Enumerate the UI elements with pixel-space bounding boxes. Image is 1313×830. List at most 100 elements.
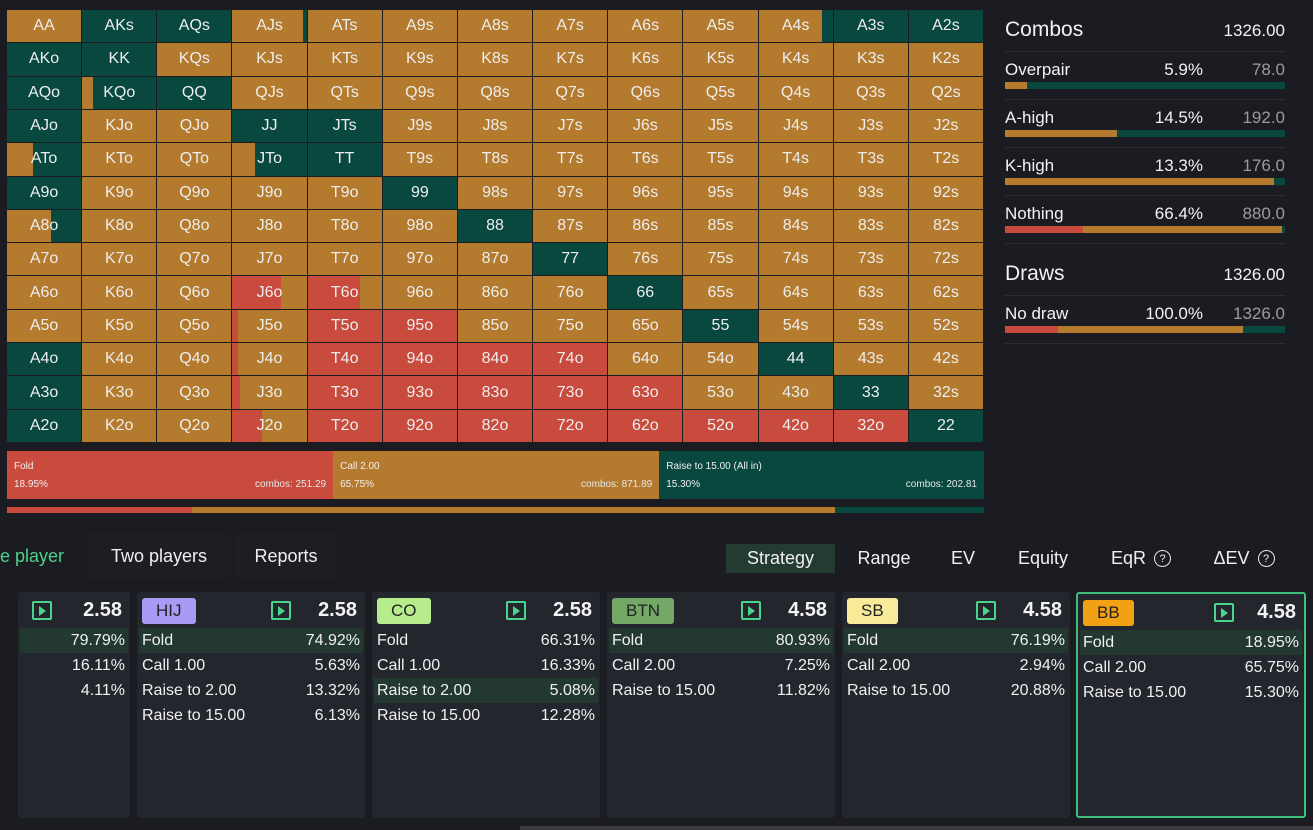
hand-cell[interactable]: K7s (533, 43, 608, 76)
hand-cell[interactable]: JTo (232, 143, 307, 176)
card-action-row[interactable]: Call 1.00 5.63% (139, 653, 363, 678)
hand-cell[interactable]: 43o (758, 376, 833, 409)
hand-cell[interactable]: QTs (307, 76, 382, 109)
hand-cell[interactable]: 98s (457, 176, 533, 209)
hand-cell[interactable]: A5s (683, 10, 758, 43)
hand-cell[interactable]: J4s (758, 109, 833, 143)
hand-cell[interactable]: 54s (758, 309, 833, 343)
hand-cell[interactable]: 77 (533, 243, 608, 276)
stat-row[interactable]: A-high 14.5% 192.0 (1005, 100, 1285, 148)
hand-cell[interactable]: A3o (7, 376, 82, 409)
hand-cell[interactable]: 55 (683, 309, 758, 343)
hand-cell[interactable]: T8o (307, 209, 382, 243)
hand-cell[interactable]: K6o (82, 276, 157, 309)
hand-cell[interactable]: 85o (457, 309, 533, 343)
hand-cell[interactable]: 87o (457, 243, 533, 276)
hand-cell[interactable]: 97o (382, 243, 457, 276)
hand-cell[interactable]: ATs (307, 10, 382, 43)
hand-cell[interactable]: 72o (533, 409, 608, 442)
hand-cell[interactable]: A6s (608, 10, 683, 43)
card-action-row[interactable]: Call 1.00 16.33% (374, 653, 598, 678)
card-action-row[interactable]: Call 2.00 65.75% (1080, 655, 1302, 680)
hand-cell[interactable]: 63o (608, 376, 683, 409)
hand-cell[interactable]: 84s (758, 209, 833, 243)
hand-cell[interactable]: 75o (533, 309, 608, 343)
hand-cell[interactable]: K7o (82, 243, 157, 276)
hand-cell[interactable]: 42s (908, 343, 983, 376)
hand-cell[interactable]: KTs (307, 43, 382, 76)
hand-cell[interactable]: 72s (908, 243, 983, 276)
hand-cell[interactable]: K9s (382, 43, 457, 76)
hand-cell[interactable]: 65s (683, 276, 758, 309)
hand-cell[interactable]: 73s (833, 243, 908, 276)
hand-cell[interactable]: 53o (683, 376, 758, 409)
tab-range[interactable]: Range (846, 544, 922, 573)
hand-cell[interactable]: Q4o (157, 343, 232, 376)
hand-cell[interactable]: T7o (307, 243, 382, 276)
hand-cell[interactable]: T9s (382, 143, 457, 176)
hand-cell[interactable]: A9s (382, 10, 457, 43)
hand-cell[interactable]: 93s (833, 176, 908, 209)
hand-cell[interactable]: T4o (307, 343, 382, 376)
hand-cell[interactable]: K4s (758, 43, 833, 76)
card-action-row[interactable]: Fold 80.93% (609, 628, 833, 653)
hand-cell[interactable]: A4o (7, 343, 82, 376)
hand-cell[interactable]: AA (7, 10, 82, 43)
hand-cell[interactable]: T8s (457, 143, 533, 176)
hand-cell[interactable]: Q9o (157, 176, 232, 209)
action-fold-block[interactable]: Fold 18.95% combos: 251.29 (7, 451, 334, 499)
play-icon[interactable] (271, 601, 291, 620)
hand-cell[interactable]: 74o (533, 343, 608, 376)
hand-cell[interactable]: 85s (683, 209, 758, 243)
hand-cell[interactable]: A3s (833, 10, 908, 43)
card-action-row[interactable]: Raise to 15.00 12.28% (374, 703, 598, 728)
hand-cell[interactable]: 62s (908, 276, 983, 309)
hand-cell[interactable]: 86o (457, 276, 533, 309)
hand-cell[interactable]: 86s (608, 209, 683, 243)
hand-cell[interactable]: 87s (533, 209, 608, 243)
card-action-row[interactable]: 79.79% (20, 628, 128, 653)
player-card-partial[interactable]: 2.58 79.79% 16.11% 4.11% (18, 592, 130, 818)
hand-cell[interactable]: KJs (232, 43, 307, 76)
hand-cell[interactable]: T4s (758, 143, 833, 176)
stat-row[interactable]: K-high 13.3% 176.0 (1005, 148, 1285, 196)
action-raise-block[interactable]: Raise to 15.00 (All in) 15.30% combos: 202… (659, 451, 984, 499)
player-card-co[interactable]: CO 2.58 Fold 66.31% Call 1.00 16.33% Raise to … (372, 592, 600, 818)
hand-cell[interactable]: 62o (608, 409, 683, 442)
hand-cell[interactable]: Q6s (608, 76, 683, 109)
hand-cell[interactable]: 98o (382, 209, 457, 243)
hand-cell[interactable]: Q5s (683, 76, 758, 109)
hand-cell[interactable]: AQs (157, 10, 232, 43)
hand-cell[interactable]: QTo (157, 143, 232, 176)
help-icon[interactable]: ? (1154, 550, 1171, 567)
hand-cell[interactable]: T2s (908, 143, 983, 176)
stat-row[interactable]: No draw 100.0% 1326.0 (1005, 296, 1285, 344)
hand-cell[interactable]: Q6o (157, 276, 232, 309)
hand-cell[interactable]: T2o (307, 409, 382, 442)
hand-cell[interactable]: J2o (232, 409, 307, 442)
play-icon[interactable] (1214, 603, 1234, 622)
hand-cell[interactable]: J5o (232, 309, 307, 343)
hand-cell[interactable]: Q9s (382, 76, 457, 109)
hand-cell[interactable]: Q4s (758, 76, 833, 109)
hand-cell[interactable]: 52s (908, 309, 983, 343)
hand-cell[interactable]: 65o (608, 309, 683, 343)
hand-cell[interactable]: T5s (683, 143, 758, 176)
hand-cell[interactable]: AJo (7, 109, 82, 143)
hand-cell[interactable]: T5o (307, 309, 382, 343)
hand-cell[interactable]: A8s (457, 10, 533, 43)
hand-cell[interactable]: 82o (457, 409, 533, 442)
card-action-row[interactable]: Fold 74.92% (139, 628, 363, 653)
play-icon[interactable] (32, 601, 52, 620)
hand-cell[interactable]: Q2s (908, 76, 983, 109)
hand-cell[interactable]: AKo (7, 43, 82, 76)
player-card-bb[interactable]: BB 4.58 Fold 18.95% Call 2.00 65.75% Raise to … (1076, 592, 1306, 818)
hand-cell[interactable]: K3s (833, 43, 908, 76)
hand-cell[interactable]: J8s (457, 109, 533, 143)
hand-cell[interactable]: Q7s (533, 76, 608, 109)
hand-cell[interactable]: J9o (232, 176, 307, 209)
hand-cell[interactable]: 96o (382, 276, 457, 309)
hand-cell[interactable]: KQs (157, 43, 232, 76)
card-action-row[interactable]: Raise to 15.00 20.88% (844, 678, 1068, 703)
hand-cell[interactable]: 43s (833, 343, 908, 376)
